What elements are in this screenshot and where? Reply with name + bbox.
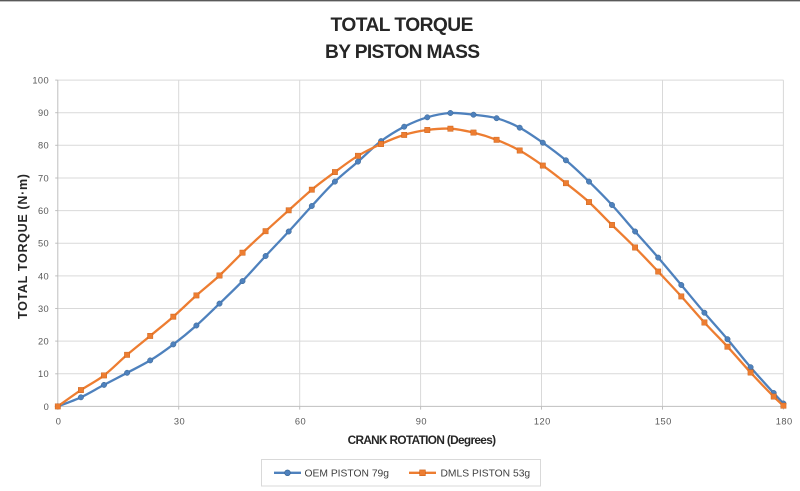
svg-text:60: 60 <box>295 416 306 426</box>
svg-text:20: 20 <box>38 337 49 347</box>
svg-text:CRANK ROTATION (Degrees): CRANK ROTATION (Degrees) <box>348 433 497 447</box>
svg-text:40: 40 <box>38 271 49 281</box>
svg-text:30: 30 <box>174 416 185 426</box>
svg-text:50: 50 <box>38 239 49 249</box>
svg-text:TOTAL TORQUE: TOTAL TORQUE <box>331 15 474 36</box>
svg-text:150: 150 <box>655 416 672 426</box>
svg-text:0: 0 <box>56 416 62 426</box>
svg-text:120: 120 <box>534 416 551 426</box>
svg-text:OEM PISTON 79g: OEM PISTON 79g <box>305 468 390 479</box>
svg-text:30: 30 <box>38 304 49 314</box>
svg-text:100: 100 <box>32 76 49 86</box>
svg-text:10: 10 <box>38 369 49 379</box>
svg-text:90: 90 <box>38 108 49 118</box>
svg-text:80: 80 <box>38 141 49 151</box>
svg-text:DMLS PISTON 53g: DMLS PISTON 53g <box>441 468 531 479</box>
svg-text:60: 60 <box>38 206 49 216</box>
svg-text:90: 90 <box>416 416 427 426</box>
svg-text:TOTAL TORQUE (N·m): TOTAL TORQUE (N·m) <box>16 173 30 319</box>
svg-text:180: 180 <box>776 416 793 426</box>
svg-text:BY PISTON MASS: BY PISTON MASS <box>325 42 480 63</box>
svg-text:0: 0 <box>44 402 50 412</box>
svg-text:70: 70 <box>38 173 49 183</box>
